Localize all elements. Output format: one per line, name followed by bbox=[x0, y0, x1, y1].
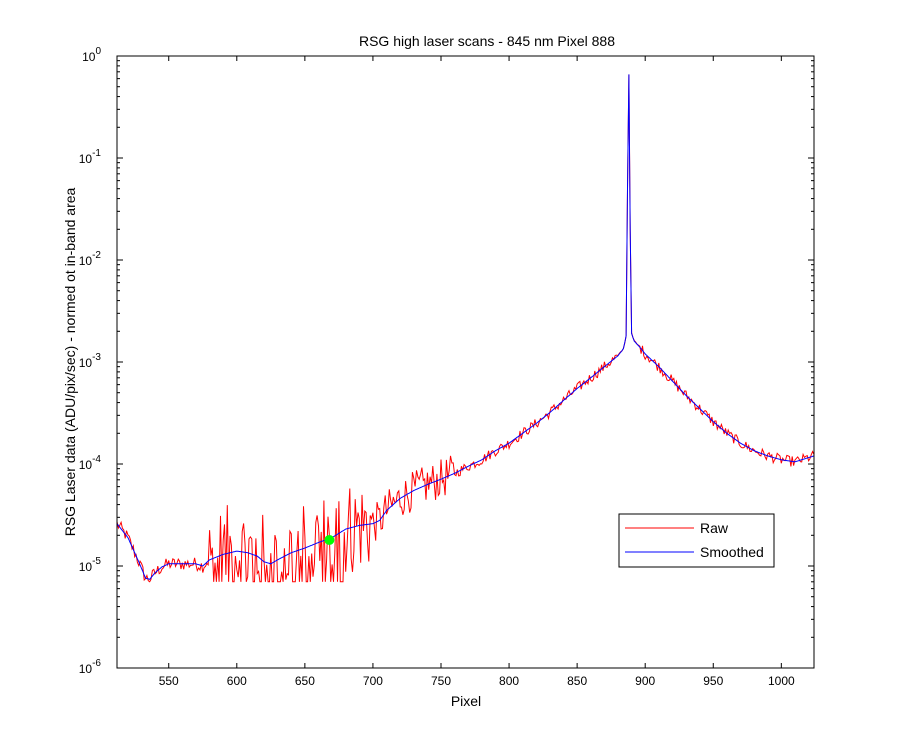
y-tick-label: 10-6 bbox=[79, 658, 102, 676]
smoothed-series-line bbox=[117, 74, 814, 580]
plot-area: 550 600 650 700 750 800 850 900 950 1000 10-6 10-5… bbox=[79, 46, 815, 688]
x-axis-label: Pixel bbox=[451, 693, 481, 709]
y-tick-label: 10-4 bbox=[79, 454, 102, 472]
x-tick-label: 600 bbox=[227, 674, 247, 688]
y-axis-label: RSG Laser data (ADU/pix/sec) - normed ot… bbox=[62, 187, 78, 536]
x-tick-label: 750 bbox=[431, 674, 451, 688]
legend-box bbox=[618, 513, 775, 568]
y-tick-label: 10-2 bbox=[79, 250, 102, 268]
x-ticks: 550 600 650 700 750 800 850 900 950 1000 bbox=[159, 56, 795, 688]
x-tick-label: 550 bbox=[159, 674, 179, 688]
chart-title: RSG high laser scans - 845 nm Pixel 888 bbox=[359, 33, 615, 49]
legend-smoothed-label: Smoothed bbox=[700, 544, 764, 560]
legend-raw-label: Raw bbox=[700, 520, 729, 536]
series-layer bbox=[117, 74, 814, 583]
x-tick-label: 950 bbox=[703, 674, 723, 688]
marker-layer bbox=[324, 534, 335, 545]
highlight-marker bbox=[324, 534, 335, 545]
x-tick-label: 850 bbox=[567, 674, 587, 688]
y-tick-label: 10-1 bbox=[79, 148, 102, 166]
x-tick-label: 700 bbox=[363, 674, 383, 688]
y-tick-label: 10-5 bbox=[79, 556, 102, 574]
legend: Raw Smoothed bbox=[618, 513, 775, 568]
x-tick-label: 900 bbox=[635, 674, 655, 688]
raw-series-line bbox=[117, 74, 814, 583]
y-ticks: 10-6 10-5 10-4 10-3 10-2 10-1 100 bbox=[79, 46, 814, 676]
y-tick-label: 10-3 bbox=[79, 352, 102, 370]
x-tick-label: 1000 bbox=[768, 674, 795, 688]
x-tick-label: 650 bbox=[295, 674, 315, 688]
y-tick-label: 100 bbox=[82, 46, 101, 64]
x-tick-label: 800 bbox=[499, 674, 519, 688]
